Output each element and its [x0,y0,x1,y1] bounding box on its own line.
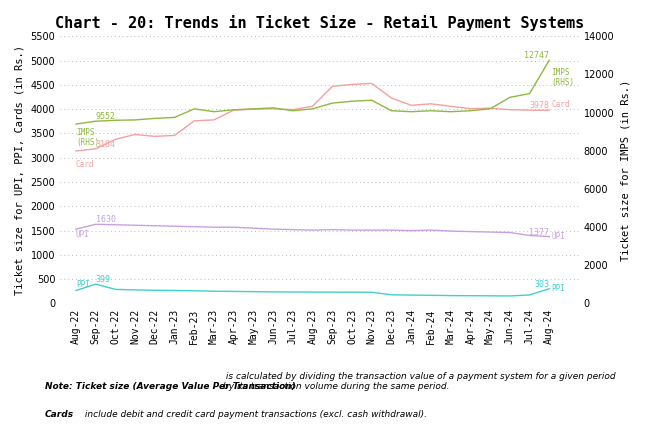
Text: 399: 399 [95,275,111,284]
Text: Card: Card [551,100,570,109]
Text: 9552: 9552 [95,112,115,121]
Text: 1377: 1377 [530,228,550,237]
Text: 12747: 12747 [524,51,550,60]
Text: 3184: 3184 [95,140,115,149]
Text: Cards: Cards [45,410,74,419]
Text: Card: Card [76,160,94,168]
Text: is calculated by dividing the transaction value of a payment system for a given : is calculated by dividing the transactio… [223,372,615,391]
Text: UPI: UPI [551,232,565,241]
Text: 3978: 3978 [530,101,550,110]
Y-axis label: Ticket size for UPI, PPI, Cards (in Rs.): Ticket size for UPI, PPI, Cards (in Rs.) [15,45,25,295]
Text: 303: 303 [534,280,550,289]
Text: PPI: PPI [76,280,90,289]
Text: PPI: PPI [551,284,565,293]
Text: UPI: UPI [76,230,90,238]
Text: include debit and credit card payment transactions (excl. cash withdrawal).: include debit and credit card payment tr… [82,410,427,419]
Title: Chart - 20: Trends in Ticket Size - Retail Payment Systems: Chart - 20: Trends in Ticket Size - Reta… [55,15,584,31]
Text: 1630: 1630 [95,215,115,224]
Y-axis label: Ticket size for IMPS (in Rs.): Ticket size for IMPS (in Rs.) [620,79,630,260]
Text: IMPS
(RHS): IMPS (RHS) [551,68,574,87]
Text: Note: Ticket size (Average Value Per Transaction): Note: Ticket size (Average Value Per Tra… [45,382,296,391]
Text: IMPS
(RHS): IMPS (RHS) [76,128,99,147]
